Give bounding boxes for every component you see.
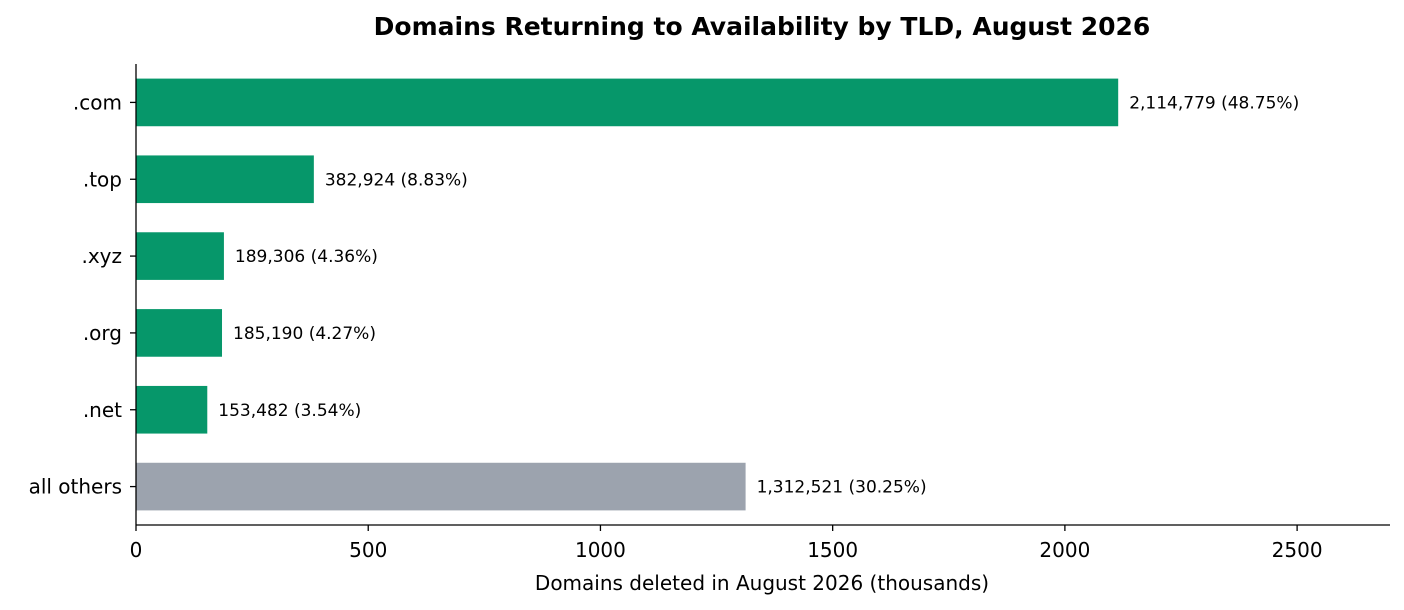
x-tick-label-0: 0 <box>130 538 143 562</box>
chart-title: Domains Returning to Availability by TLD… <box>374 12 1151 41</box>
bar-3 <box>136 309 223 357</box>
data-labels: 2,114,779 (48.75%) 382,924 (8.83%) 189,306… <box>218 93 1299 497</box>
x-tick-label-5: 2500 <box>1272 538 1323 562</box>
x-axis-label: Domains deleted in August 2026 (thousand… <box>535 571 989 595</box>
data-label-2: 189,306 (4.36%) <box>235 247 378 267</box>
data-label-1: 382,924 (8.83%) <box>325 170 468 190</box>
x-tick-label-3: 1500 <box>807 538 858 562</box>
y-tick-label-5: all others <box>29 475 122 499</box>
data-label-3: 185,190 (4.27%) <box>233 324 376 344</box>
x-tick-label-2: 1000 <box>575 538 626 562</box>
bar-1 <box>136 155 314 204</box>
data-label-0: 2,114,779 (48.75%) <box>1129 93 1299 113</box>
axes: .com .top .xyz .org .net all others 0 500 1000 15… <box>29 64 1390 562</box>
y-tick-label-3: .org <box>83 321 122 345</box>
x-tick-label-1: 500 <box>349 538 387 562</box>
bar-0 <box>136 78 1119 127</box>
bar-5 <box>136 462 746 511</box>
y-tick-label-4: .net <box>83 398 122 422</box>
data-label-5: 1,312,521 (30.25%) <box>757 478 927 498</box>
bar-4 <box>136 385 208 434</box>
y-tick-label-0: .com <box>73 90 122 114</box>
bar-2 <box>136 232 224 280</box>
bars <box>136 78 1119 511</box>
x-tick-label-4: 2000 <box>1039 538 1090 562</box>
data-label-4: 153,482 (3.54%) <box>218 401 361 421</box>
y-tick-label-2: .xyz <box>81 244 122 268</box>
y-tick-label-1: .top <box>83 167 122 191</box>
